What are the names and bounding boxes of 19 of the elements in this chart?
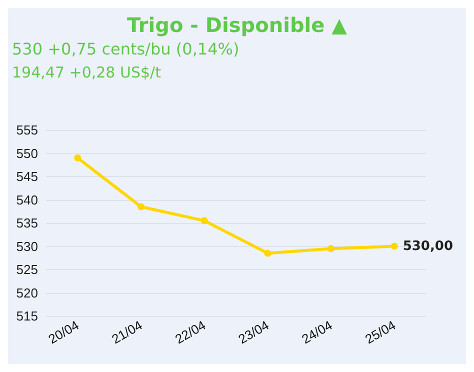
point (390, 242, 398, 250)
y-tick-label: 540 (16, 192, 38, 208)
point (200, 217, 208, 224)
point (138, 203, 144, 210)
y-tick-label: 520 (16, 285, 38, 300)
y-tick-label: 515 (16, 308, 38, 324)
chart-title: Trigo - Disponible ▲ (126, 13, 348, 37)
y-tick-label: 535 (16, 216, 38, 230)
data-label: 530,00 (402, 238, 454, 254)
text: 194,47 +0,28 US$/t (12, 64, 162, 82)
y-tick-label: 530 (16, 238, 38, 254)
chart-subtitle: 530 +0,75 cents/bu (0,14%) (12, 40, 240, 58)
y-tick-label: 525 (16, 262, 38, 277)
y-tick-label: 550 (16, 146, 38, 161)
point (74, 154, 82, 162)
point (328, 245, 334, 252)
y-tick-label: 555 (16, 122, 38, 138)
point (264, 250, 272, 257)
y-tick-label: 545 (16, 169, 38, 184)
